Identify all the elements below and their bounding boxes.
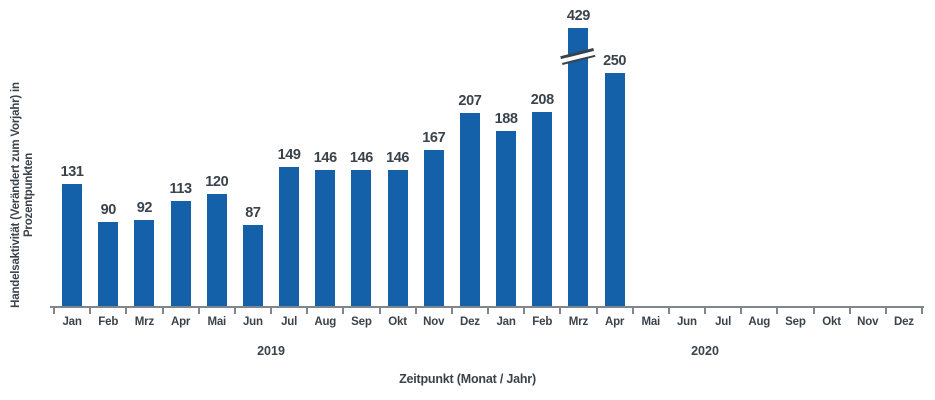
bar-apr-2020 bbox=[604, 73, 625, 306]
bar-mai-2019 bbox=[206, 194, 227, 306]
bar-mrz-2020 bbox=[568, 28, 589, 306]
axis-tick bbox=[704, 308, 706, 314]
x-tick-label-okt-2020: Okt bbox=[822, 316, 841, 328]
axis-tick bbox=[306, 308, 309, 314]
x-tick-label-feb-2019: Feb bbox=[98, 316, 119, 328]
bar-value-label: 146 bbox=[349, 150, 373, 166]
axis-tick bbox=[197, 308, 200, 314]
axis-tick bbox=[233, 308, 236, 314]
bar-value-label: 87 bbox=[245, 205, 261, 221]
axis-tick bbox=[450, 308, 453, 314]
x-tick-label-mrz-2019: Mrz bbox=[134, 316, 155, 328]
x-tick-label-jan-2019: Jan bbox=[62, 316, 82, 328]
x-tick-label-feb-2020: Feb bbox=[532, 316, 553, 328]
x-tick-label-jun-2020: Jun bbox=[676, 316, 697, 328]
bar-value-label: 90 bbox=[100, 202, 117, 218]
x-tick-label-jul-2019: Jul bbox=[281, 316, 298, 328]
bar-value-label: 92 bbox=[136, 200, 153, 216]
axis-tick bbox=[89, 308, 92, 314]
x-tick-label-mai-2020: Mai bbox=[641, 316, 661, 328]
x-tick-label-sep-2020: Sep bbox=[785, 316, 806, 328]
axis-tick bbox=[595, 308, 598, 314]
bar-value-label: 188 bbox=[494, 111, 518, 127]
axis-tick bbox=[884, 308, 887, 314]
bar-value-label: 146 bbox=[313, 150, 337, 166]
axis-tick bbox=[667, 308, 670, 314]
bar-value-label: 149 bbox=[277, 147, 301, 163]
bar-nov-2019 bbox=[423, 150, 444, 306]
axis-tick bbox=[523, 308, 526, 314]
bar-okt-2019 bbox=[387, 170, 408, 306]
axis-tick bbox=[53, 308, 55, 314]
x-tick-label-jan-2020: Jan bbox=[496, 316, 516, 328]
bar-jan-2020 bbox=[496, 131, 517, 306]
bar-value-label: 208 bbox=[530, 92, 554, 108]
axis-tick bbox=[414, 308, 417, 314]
x-tick-label-jun-2019: Jun bbox=[242, 316, 263, 328]
axis-tick bbox=[125, 308, 128, 314]
bar-value-label: 131 bbox=[60, 164, 84, 180]
axis-tick bbox=[161, 308, 164, 314]
x-tick-label-apr-2019: Apr bbox=[170, 316, 191, 328]
bar-apr-2019 bbox=[170, 201, 191, 306]
year-label-2019: 2019 bbox=[257, 344, 285, 358]
axis-tick bbox=[378, 308, 381, 314]
bar-aug-2019 bbox=[315, 170, 336, 306]
axis-tick bbox=[776, 308, 779, 314]
axis-tick bbox=[487, 308, 489, 314]
x-tick-label-dez-2020: Dez bbox=[893, 316, 914, 328]
x-tick-label-nov-2019: Nov bbox=[423, 316, 445, 328]
bar-dez-2019 bbox=[459, 113, 480, 306]
axis-tick bbox=[631, 308, 634, 314]
axis-tick bbox=[812, 308, 815, 314]
x-tick-label-dez-2019: Dez bbox=[459, 316, 480, 328]
bar-value-label: 120 bbox=[205, 174, 229, 190]
bar-jul-2019 bbox=[279, 167, 300, 306]
x-axis-title: Zeitpunkt (Monat / Jahr) bbox=[399, 372, 536, 386]
axis-tick bbox=[848, 308, 851, 314]
x-tick-label-aug-2020: Aug bbox=[748, 316, 771, 328]
x-tick-label-jul-2020: Jul bbox=[715, 316, 732, 328]
bar-value-label: 429 bbox=[566, 8, 590, 24]
bar-feb-2020 bbox=[532, 112, 553, 306]
x-tick-label-mrz-2020: Mrz bbox=[568, 316, 589, 328]
bar-jan-2019 bbox=[62, 184, 83, 306]
x-tick-label-mai-2019: Mai bbox=[207, 316, 227, 328]
bar-value-label: 207 bbox=[458, 93, 482, 109]
bar-value-label: 146 bbox=[386, 150, 410, 166]
bar-value-label: 250 bbox=[603, 53, 627, 69]
bar-mrz-2019 bbox=[134, 220, 155, 306]
axis-tick bbox=[559, 308, 562, 314]
bar-jun-2019 bbox=[242, 225, 263, 306]
axis-tick bbox=[270, 308, 272, 314]
x-tick-label-apr-2020: Apr bbox=[604, 316, 625, 328]
axis-tick bbox=[921, 308, 923, 314]
year-label-2020: 2020 bbox=[691, 344, 719, 358]
bar-value-label: 167 bbox=[422, 130, 446, 146]
x-tick-label-sep-2019: Sep bbox=[351, 316, 372, 328]
axis-tick bbox=[342, 308, 345, 314]
axis-tick bbox=[740, 308, 743, 314]
bar-feb-2019 bbox=[98, 222, 119, 306]
x-tick-label-aug-2019: Aug bbox=[314, 316, 337, 328]
x-tick-label-okt-2019: Okt bbox=[388, 316, 407, 328]
x-axis-line bbox=[50, 306, 924, 308]
bar-value-label: 113 bbox=[169, 181, 192, 197]
x-tick-label-nov-2020: Nov bbox=[857, 316, 879, 328]
bar-sep-2019 bbox=[351, 170, 372, 306]
